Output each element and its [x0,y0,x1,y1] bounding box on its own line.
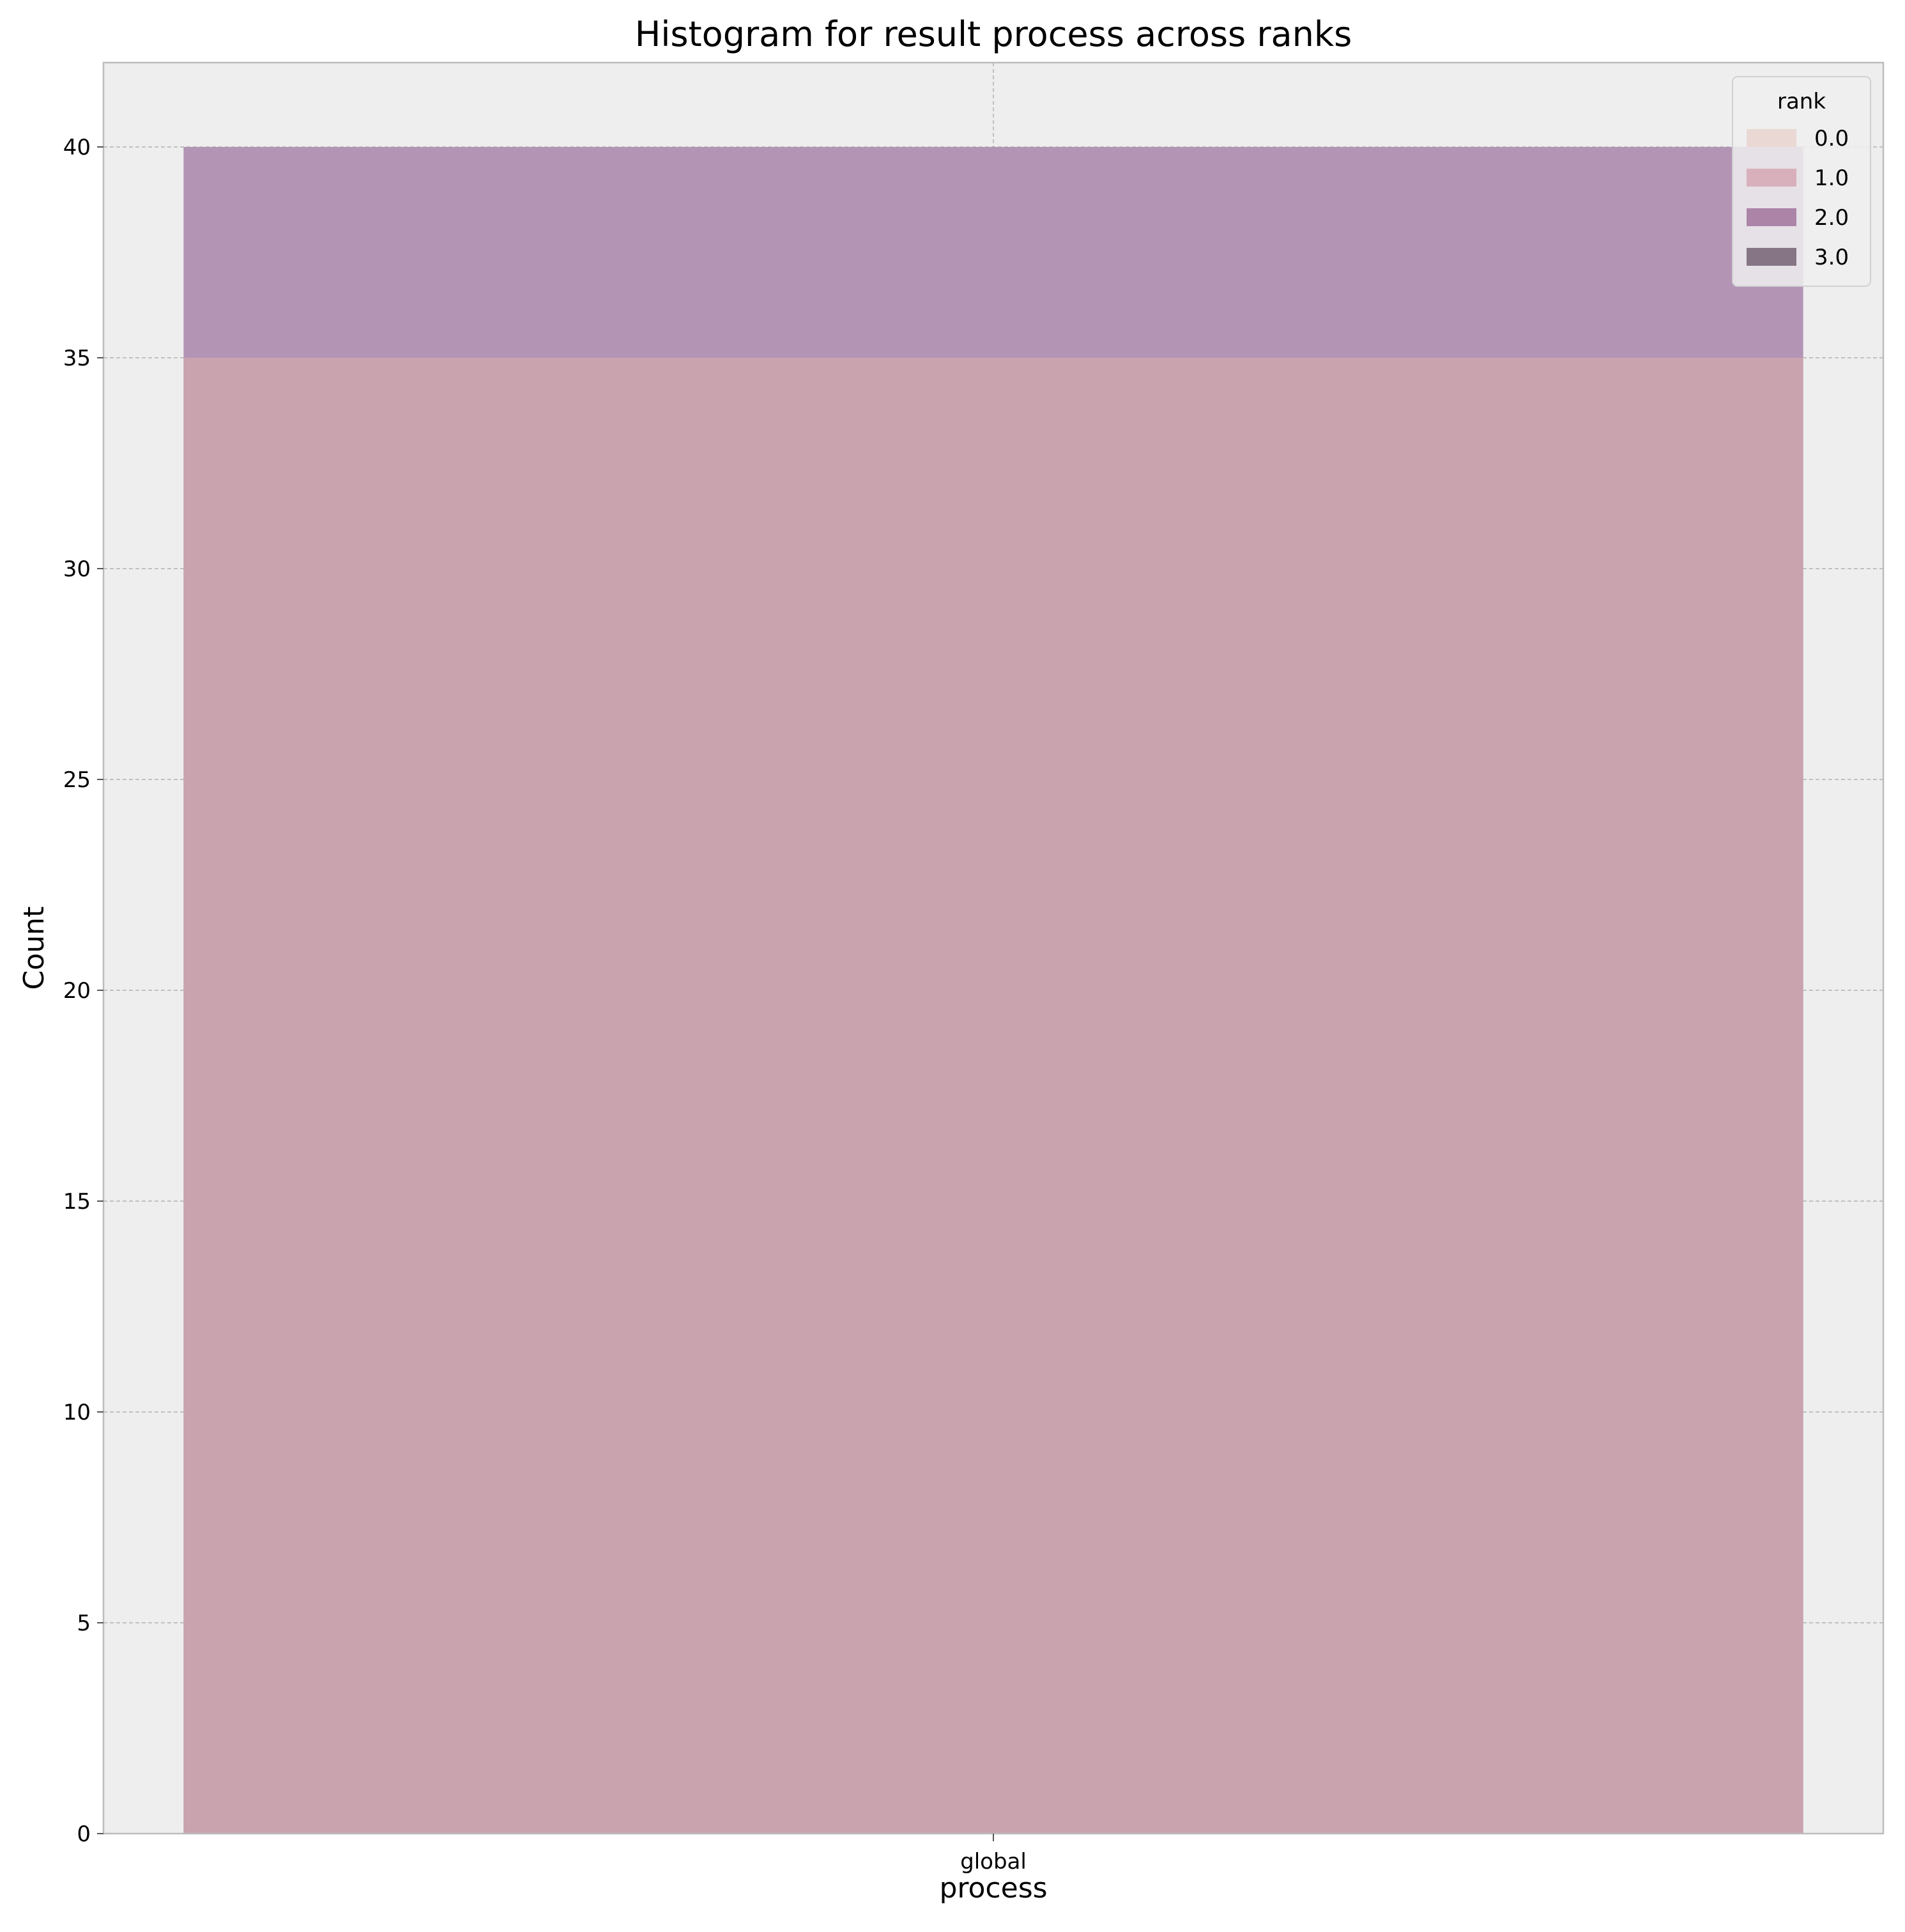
legend-entries: 0.0 1.0 2.0 3.0 [1747,126,1849,270]
legend-swatch [1747,248,1796,266]
y-tick-label: 0 [77,1821,91,1847]
y-tick-label: 25 [63,767,91,793]
legend-entry-label: 3.0 [1814,245,1849,270]
bars [183,147,1803,1834]
legend-swatch [1747,169,1796,187]
y-tick-label: 20 [63,978,91,1004]
y-tick-label: 40 [63,135,91,160]
y-tick-label: 5 [77,1611,91,1636]
axes: 0 5 10 15 20 25 30 35 40 global [63,61,1885,1874]
legend-title: rank [1777,89,1826,114]
x-axis-label: process [939,1872,1047,1905]
y-tick-label: 10 [63,1400,91,1425]
legend: rank 0.0 1.0 2.0 3.0 [1732,76,1871,287]
chart-title: Histogram for result process across rank… [635,14,1352,54]
x-tick-label: global [960,1849,1027,1874]
legend-entry-label: 2.0 [1814,205,1849,231]
y-axis-label: Count [18,907,50,990]
legend-entry-label: 1.0 [1814,165,1849,191]
legend-entry-label: 0.0 [1814,126,1849,151]
bar-rank-0-1-overlap [183,358,1803,1834]
y-tick-label: 30 [63,556,91,582]
y-tick-label: 35 [63,346,91,371]
y-tick-label: 15 [63,1189,91,1215]
legend-swatch [1747,129,1796,147]
legend-swatch [1747,208,1796,226]
